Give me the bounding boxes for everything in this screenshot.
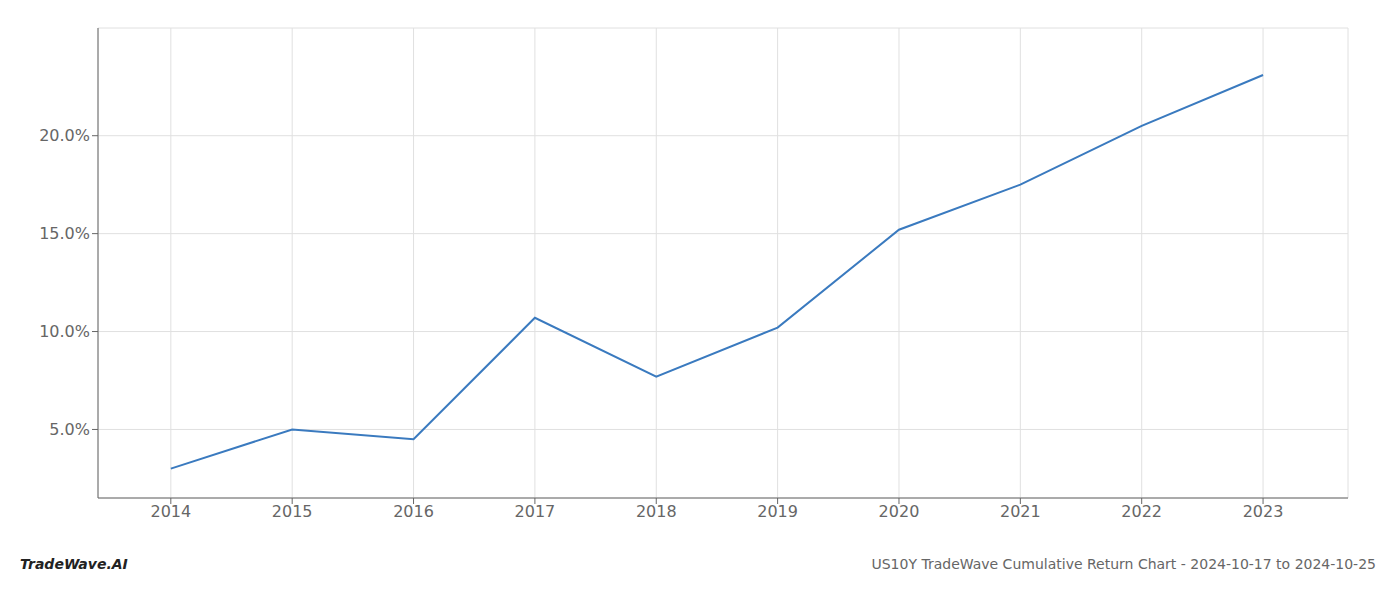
html-text:US10Y TradeWave Cumulative Ret: US10Y TradeWave Cumulative Return Chart … [871,556,1376,572]
svg-text:20.0%: 20.0% [39,126,90,145]
svg-text:2020: 2020 [879,502,920,521]
html-text:TradeWave.AI: TradeWave.AI [20,556,128,572]
svg-text:2019: 2019 [757,502,798,521]
svg-text:2022: 2022 [1121,502,1162,521]
svg-text:2014: 2014 [150,502,191,521]
svg-text:2021: 2021 [1000,502,1041,521]
svg-text:2015: 2015 [272,502,313,521]
svg-text:2017: 2017 [515,502,556,521]
svg-text:10.0%: 10.0% [39,322,90,341]
svg-text:2018: 2018 [636,502,677,521]
svg-text:15.0%: 15.0% [39,224,90,243]
svg-text:5.0%: 5.0% [49,420,90,439]
svg-text:2023: 2023 [1243,502,1284,521]
svg-text:2016: 2016 [393,502,434,521]
